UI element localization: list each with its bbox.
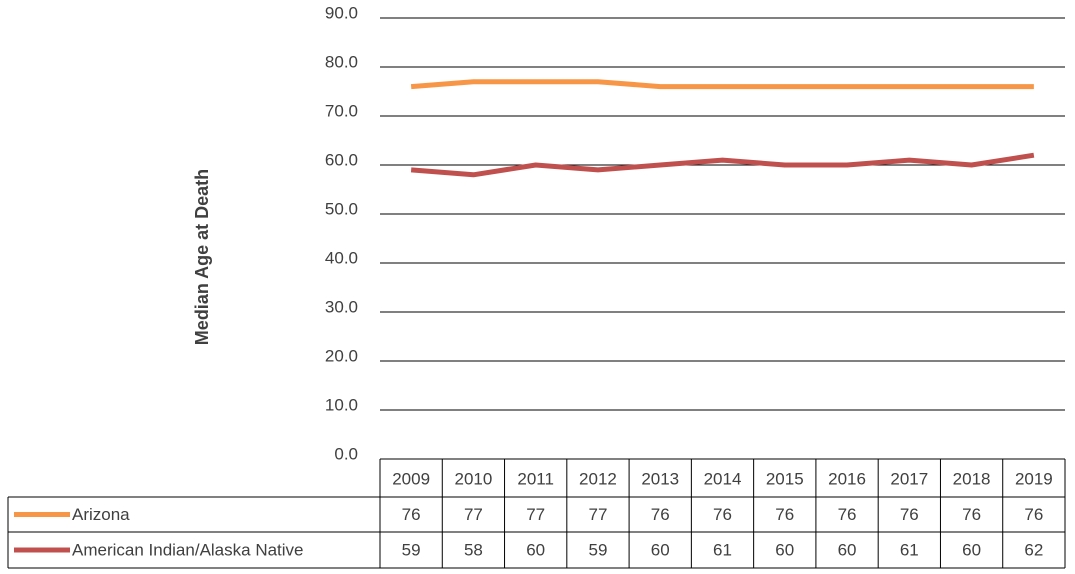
table-value: 76 [962,505,981,524]
x-tick-label: 2014 [704,469,742,488]
x-tick-label: 2013 [641,469,679,488]
y-tick-label: 50.0 [325,199,358,218]
table-value: 59 [402,540,421,559]
table-value: 76 [900,505,919,524]
table-value: 76 [651,505,670,524]
table-value: 61 [900,540,919,559]
table-value: 76 [775,505,794,524]
x-tick-label: 2015 [766,469,804,488]
table-value: 77 [526,505,545,524]
table-value: 60 [775,540,794,559]
table-value: 77 [464,505,483,524]
x-tick-label: 2019 [1015,469,1053,488]
table-value: 77 [588,505,607,524]
table-value: 60 [838,540,857,559]
x-tick-label: 2017 [890,469,928,488]
table-value: 76 [838,505,857,524]
legend-label: Arizona [72,505,130,524]
table-value: 62 [1024,540,1043,559]
y-axis-label: Median Age at Death [192,169,212,345]
table-value: 76 [1024,505,1043,524]
x-tick-label: 2016 [828,469,866,488]
y-tick-label: 0.0 [334,444,358,463]
y-tick-label: 60.0 [325,150,358,169]
y-tick-label: 10.0 [325,395,358,414]
x-tick-label: 2011 [517,469,554,488]
table-value: 58 [464,540,483,559]
x-tick-label: 2009 [392,469,430,488]
y-tick-label: 30.0 [325,297,358,316]
y-tick-label: 70.0 [325,101,358,120]
table-value: 76 [713,505,732,524]
legend-label: American Indian/Alaska Native [72,540,304,559]
table-value: 76 [402,505,421,524]
table-value: 61 [713,540,732,559]
y-tick-label: 20.0 [325,346,358,365]
series-line [410,79,1034,90]
table-value: 60 [651,540,670,559]
y-tick-label: 40.0 [325,248,358,267]
table-value: 59 [588,540,607,559]
x-tick-label: 2018 [953,469,991,488]
x-tick-label: 2010 [454,469,492,488]
table-value: 60 [962,540,981,559]
table-value: 60 [526,540,545,559]
y-tick-label: 80.0 [325,52,358,71]
x-tick-label: 2012 [579,469,617,488]
series-line [410,152,1035,178]
y-tick-label: 90.0 [325,3,358,22]
